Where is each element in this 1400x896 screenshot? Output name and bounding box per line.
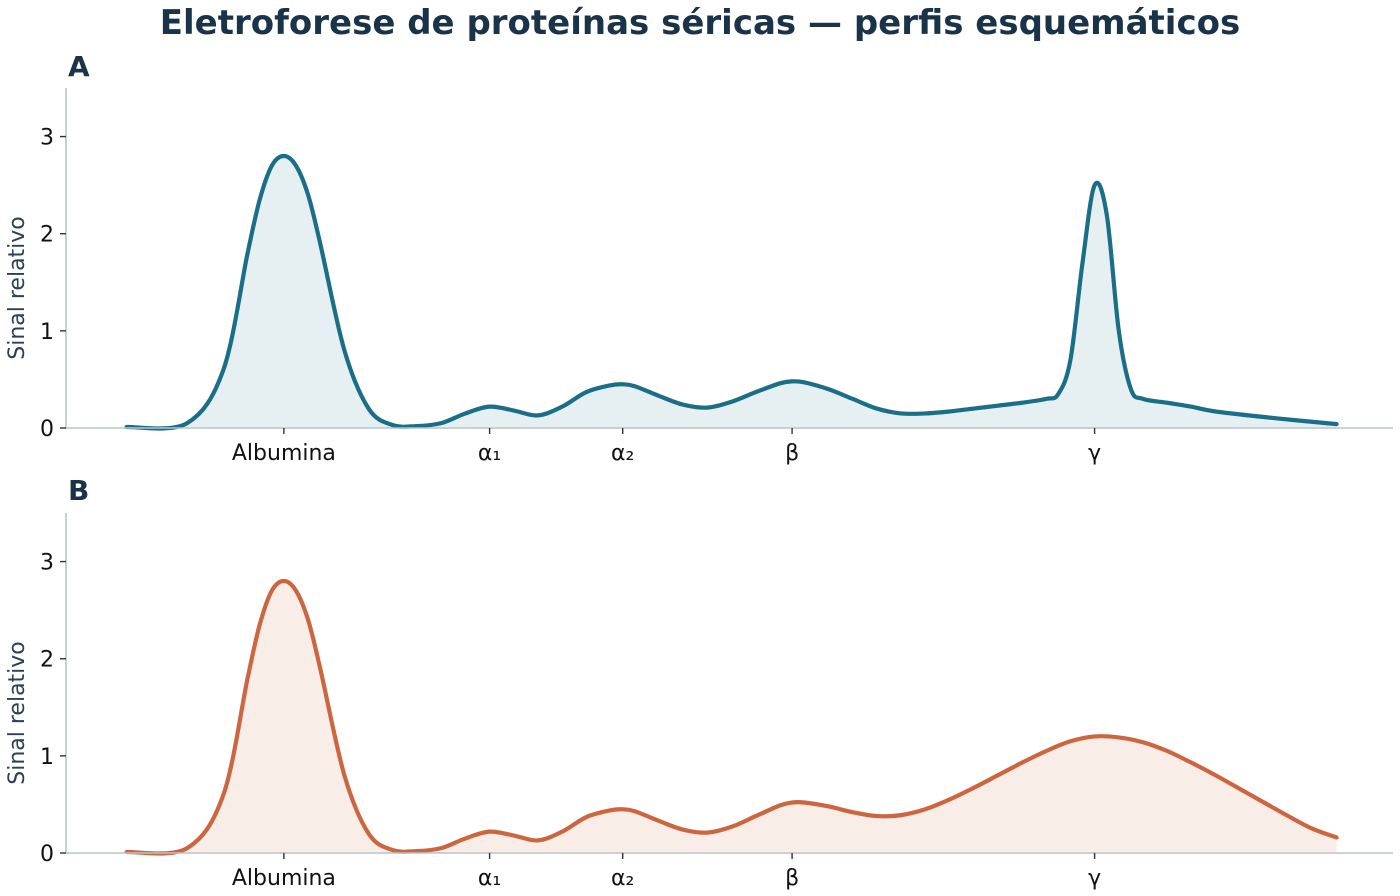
x-tick-label-a: γ [1088,441,1101,466]
x-tick-label-b: β [785,866,799,891]
y-tick-label-b: 1 [40,745,54,770]
panel-label-a: A [68,50,90,83]
x-tick-label-b: α₂ [611,866,634,891]
panel-b: B Sinal relativo 0 1 2 3 Albumina α₁ α₂ β γ [5,474,1393,891]
x-tick-label-a: β [785,441,799,466]
y-tick-label-b: 3 [40,551,54,576]
y-tick-label-b: 0 [40,842,54,867]
panel-label-b: B [68,474,89,507]
x-tick-label-b: Albumina [232,866,336,891]
y-tick-label-b: 2 [40,648,54,673]
panel-a: A Sinal relativo 0 1 2 3 Albumina α₁ α₂ β γ [5,50,1393,466]
area-fill-a [126,156,1337,429]
y-axis-label-a: Sinal relativo [5,216,30,360]
y-axis-label-b: Sinal relativo [5,641,30,785]
x-tick-label-b: α₁ [478,866,501,891]
x-tick-label-a: Albumina [232,441,336,466]
y-tick-label-a: 0 [40,417,54,442]
profile-line-b [124,578,1339,856]
y-tick-label-a: 2 [40,223,54,248]
y-tick-label-a: 3 [40,126,54,151]
y-tick-label-a: 1 [40,320,54,345]
x-tick-label-a: α₂ [611,441,634,466]
area-fill-b [126,581,1337,854]
chart-title: Eletroforese de proteínas séricas — perf… [160,3,1240,43]
x-tick-label-b: γ [1088,866,1101,891]
profile-line-a [124,153,1339,431]
x-tick-label-a: α₁ [478,441,501,466]
